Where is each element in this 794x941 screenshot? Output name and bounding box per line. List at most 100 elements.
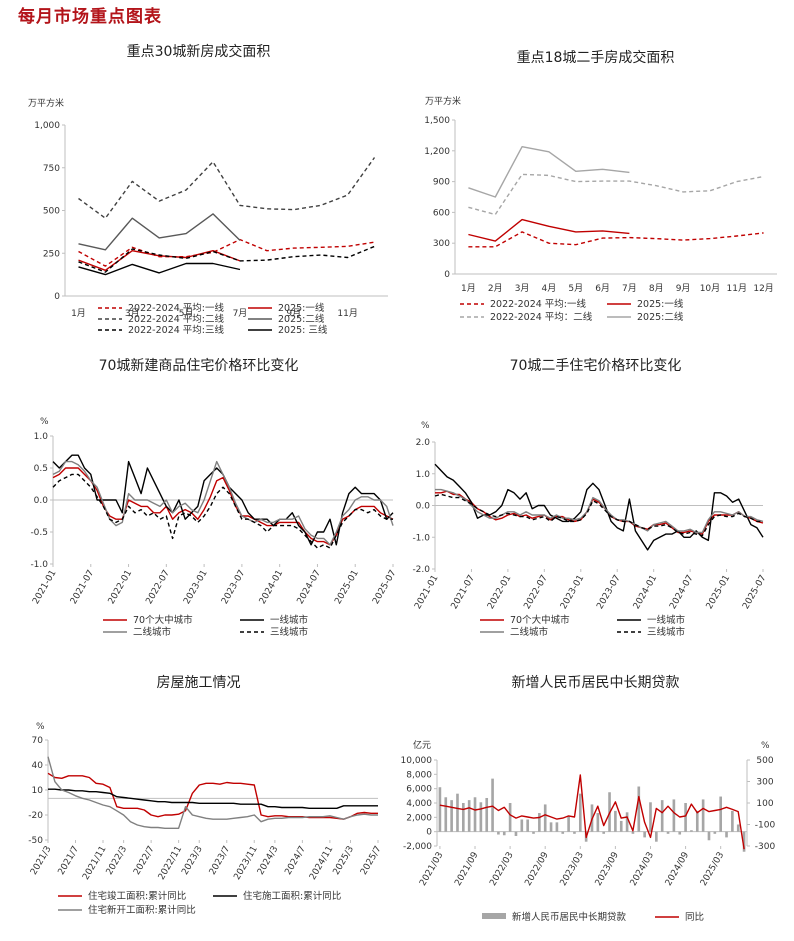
chart-panel-mortgage-loans: 新增人民币居民中长期贷款 亿元% -2,000 0 2,000 4,000 6,000 8,0… <box>397 660 794 941</box>
y2-tick-label: -100 <box>755 821 776 831</box>
bar-mark <box>684 803 687 832</box>
x-tick-label: 9月 <box>676 283 691 294</box>
bar-mark <box>555 822 559 832</box>
x-tick-label: 2021-01 <box>413 574 440 612</box>
x-tick-label: 2024/03 <box>629 851 656 888</box>
legend-label: 2022-2024 平均:三线 <box>128 324 225 336</box>
x-tick-label: 2021/03 <box>418 851 445 888</box>
series-line <box>468 218 630 242</box>
bar-mark <box>707 831 711 841</box>
series-line <box>52 467 394 546</box>
bar-mark <box>450 800 453 832</box>
x-tick-label: 2023/7 <box>208 845 232 877</box>
y-tick-label: -1.0 <box>412 533 430 543</box>
y-tick-label: 2.0 <box>416 438 431 448</box>
y-tick-label: 0 <box>54 292 60 302</box>
x-tick-label: 2024-07 <box>296 569 323 607</box>
bar-mark <box>701 799 705 832</box>
y-tick-label: 0 <box>426 828 432 838</box>
bar-mark <box>485 797 489 832</box>
legend-label: 2022-2024 平均：二线 <box>490 311 593 323</box>
x-tick-label: 2022-07 <box>522 574 549 612</box>
x-tick-label: 2023/3 <box>180 845 204 877</box>
x-tick-label: 2023-07 <box>220 569 247 607</box>
y-tick-label: 6,000 <box>406 785 432 795</box>
legend-label: 2025:一线 <box>278 302 325 314</box>
series-line <box>439 774 745 850</box>
x-tick-label: 2022/03 <box>488 851 515 888</box>
bar-mark <box>438 787 442 832</box>
x-tick-label: 2024/3 <box>256 845 280 877</box>
legend-label: 二线城市 <box>510 626 549 638</box>
bar-mark <box>713 831 717 834</box>
y2-axis-label: % <box>761 741 770 751</box>
x-tick-label: 2022/3 <box>105 845 129 877</box>
series-line <box>78 213 241 251</box>
x-tick-label: 2022-07 <box>144 569 171 607</box>
x-tick-label: 2024/7 <box>283 845 307 877</box>
bar-mark <box>514 831 518 836</box>
y-tick-label: 1,200 <box>424 147 450 157</box>
x-tick-label: 2021/11 <box>81 845 108 882</box>
legend-label: 同比 <box>685 911 704 923</box>
x-tick-label: 2025-07 <box>371 569 398 607</box>
x-tick-label: 2023-07 <box>595 574 622 612</box>
x-tick-label: 2025-01 <box>333 569 360 607</box>
bar-mark <box>643 831 646 838</box>
series-line <box>468 173 764 216</box>
series-line <box>78 249 241 272</box>
bar-mark <box>725 831 728 838</box>
x-tick-label: 2025/7 <box>359 845 383 877</box>
x-tick-label: 2025-07 <box>741 574 768 612</box>
series-line <box>52 460 394 546</box>
bar-mark <box>602 831 606 834</box>
x-tick-label: 2021/09 <box>453 850 480 888</box>
chart-panel-second-hand-area: 重点18城二手房成交面积 万平方米 0 300 600 900 1,200 1,500 1月 2月… <box>397 28 794 338</box>
x-tick-label: 2025-01 <box>705 574 732 612</box>
x-tick-label: 2021/7 <box>57 845 81 877</box>
y-axis-label: % <box>40 417 49 427</box>
legend-label: 一线城市 <box>270 614 309 626</box>
bar-mark <box>690 830 693 832</box>
y-tick-label: 10 <box>32 786 44 796</box>
bar-mark <box>567 815 570 832</box>
y2-tick-label: 100 <box>756 799 773 809</box>
y-axis-label: % <box>421 421 430 431</box>
series-line <box>47 772 378 820</box>
series-line <box>434 463 764 551</box>
x-tick-label: 2022-01 <box>486 574 513 612</box>
y-axis-label: 亿元 <box>413 739 431 751</box>
x-tick-label: 7月 <box>622 283 637 294</box>
chart-panel-construction: 房屋施工情况% -50 -20 10 40 70 2021/3 2021/7 2021/11 20… <box>0 660 397 941</box>
series-line <box>468 145 630 198</box>
legend-label: 一线城市 <box>647 614 686 626</box>
x-tick-label: 2022/7 <box>132 845 156 877</box>
bar-mark <box>444 797 448 832</box>
x-tick-label: 2022/11 <box>157 845 184 882</box>
chart-panel-second-hand-price: 70城二手住宅价格环比变化% -2.0 -1.0 0.0 1.0 2.0 2021-01 20… <box>397 338 794 638</box>
legend-label: 2025:一线 <box>637 298 684 310</box>
series-line <box>78 157 376 219</box>
legend-label: 住宅施工面积:累计同比 <box>243 890 341 902</box>
y-tick-label: 10,000 <box>401 756 433 766</box>
series-line <box>78 245 375 273</box>
legend-label: 2025: 三线 <box>278 324 328 336</box>
y-tick-label: 1.0 <box>34 432 49 442</box>
y-tick-label: 2,000 <box>406 813 432 823</box>
legend-label: 二线城市 <box>133 626 172 638</box>
bar-mark <box>678 831 682 835</box>
x-tick-label: 2023-01 <box>182 569 209 607</box>
legend-label: 2022-2024 平均:一线 <box>128 302 225 314</box>
y-tick-label: -50 <box>28 836 43 846</box>
x-tick-label: 2024-01 <box>258 569 285 607</box>
x-tick-label: 2024-01 <box>632 574 659 612</box>
chart-title: 70城二手住宅价格环比变化 <box>510 358 682 374</box>
bar-mark <box>520 819 524 832</box>
legend-label: 2022-2024 平均:二线 <box>128 313 225 325</box>
y-tick-label: -1.0 <box>30 560 48 570</box>
bar-mark <box>526 819 529 832</box>
chart-new-home-price: 70城新建商品住宅价格环比变化% -1.0 -0.5 0.0 0.5 1.0 2021-01… <box>30 358 398 638</box>
